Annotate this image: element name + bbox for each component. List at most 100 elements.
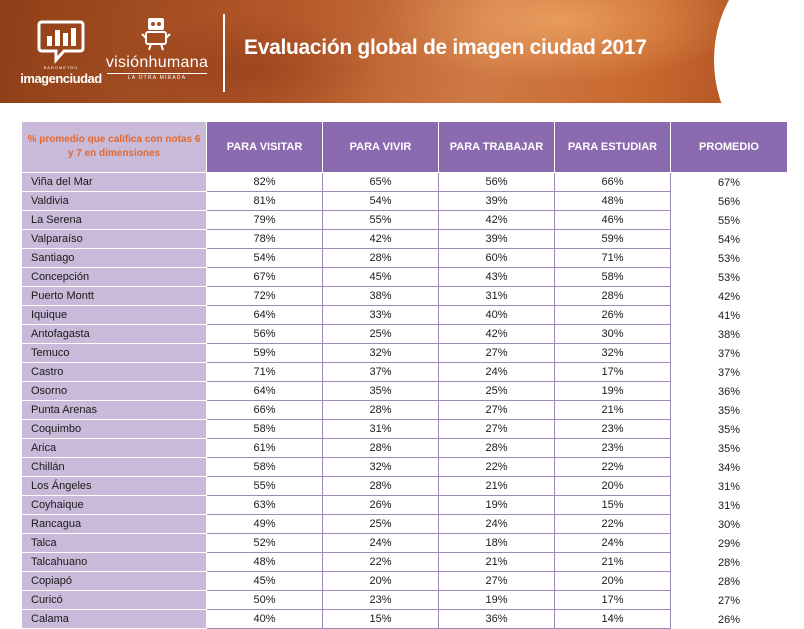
visitar-cell: 58%	[206, 457, 323, 477]
promedio-cell: 55%	[670, 210, 788, 230]
table-row: Viña del Mar 82% 65% 56% 66% 67%	[21, 172, 788, 192]
city-cell: Copiapó	[21, 571, 207, 591]
column-header-promedio: PROMEDIO	[670, 121, 788, 173]
visitar-cell: 58%	[206, 419, 323, 439]
vivir-cell: 35%	[322, 381, 439, 401]
logo-left-big-text: imagenciudad	[20, 71, 102, 86]
visitar-cell: 56%	[206, 324, 323, 344]
logo-right-big-text: visiónhumana	[105, 54, 209, 71]
visitar-cell: 48%	[206, 552, 323, 572]
city-cell: Los Ángeles	[21, 476, 207, 496]
trabajar-cell: 60%	[438, 248, 555, 268]
city-cell: Puerto Montt	[21, 286, 207, 306]
trabajar-cell: 56%	[438, 172, 555, 192]
promedio-cell: 36%	[670, 381, 788, 401]
estudiar-cell: 15%	[554, 495, 671, 515]
city-cell: Concepción	[21, 267, 207, 287]
trabajar-cell: 27%	[438, 419, 555, 439]
visitar-cell: 71%	[206, 362, 323, 382]
visitar-cell: 81%	[206, 191, 323, 211]
visitar-cell: 66%	[206, 400, 323, 420]
table-row: Talca 52% 24% 18% 24% 29%	[21, 533, 788, 553]
visitar-cell: 82%	[206, 172, 323, 192]
visitar-cell: 79%	[206, 210, 323, 230]
trabajar-cell: 24%	[438, 514, 555, 534]
table-row: Chillán 58% 32% 22% 22% 34%	[21, 457, 788, 477]
vivir-cell: 28%	[322, 248, 439, 268]
table-row: Iquique 64% 33% 40% 26% 41%	[21, 305, 788, 325]
promedio-cell: 53%	[670, 267, 788, 287]
visitar-cell: 40%	[206, 609, 323, 629]
table-row: Los Ángeles 55% 28% 21% 20% 31%	[21, 476, 788, 496]
visitar-cell: 59%	[206, 343, 323, 363]
estudiar-cell: 23%	[554, 419, 671, 439]
vivir-cell: 28%	[322, 438, 439, 458]
promedio-cell: 34%	[670, 457, 788, 477]
robot-logo-icon	[141, 18, 171, 51]
visitar-cell: 64%	[206, 305, 323, 325]
vivir-cell: 22%	[322, 552, 439, 572]
city-cell: Talca	[21, 533, 207, 553]
vivir-cell: 25%	[322, 324, 439, 344]
trabajar-cell: 28%	[438, 438, 555, 458]
trabajar-cell: 24%	[438, 362, 555, 382]
trabajar-cell: 31%	[438, 286, 555, 306]
city-cell: Talcahuano	[21, 552, 207, 572]
trabajar-cell: 25%	[438, 381, 555, 401]
promedio-cell: 35%	[670, 400, 788, 420]
vivir-cell: 15%	[322, 609, 439, 629]
column-header-vivir: PARA VIVIR	[322, 121, 439, 173]
estudiar-cell: 17%	[554, 590, 671, 610]
vivir-cell: 20%	[322, 571, 439, 591]
promedio-cell: 37%	[670, 362, 788, 382]
promedio-cell: 28%	[670, 552, 788, 572]
vivir-cell: 24%	[322, 533, 439, 553]
table-row: Castro 71% 37% 24% 17% 37%	[21, 362, 788, 382]
estudiar-cell: 21%	[554, 400, 671, 420]
trabajar-cell: 22%	[438, 457, 555, 477]
column-header-estudiar: PARA ESTUDIAR	[554, 121, 671, 173]
vivir-cell: 23%	[322, 590, 439, 610]
banner-curve	[714, 0, 804, 103]
promedio-cell: 28%	[670, 571, 788, 591]
vivir-cell: 37%	[322, 362, 439, 382]
city-cell: Curicó	[21, 590, 207, 610]
city-cell: Rancagua	[21, 514, 207, 534]
visitar-cell: 52%	[206, 533, 323, 553]
promedio-cell: 27%	[670, 590, 788, 610]
table-header-row: % promedio que califica con notas 6 y 7 …	[21, 121, 788, 173]
estudiar-cell: 21%	[554, 552, 671, 572]
promedio-cell: 31%	[670, 476, 788, 496]
trabajar-cell: 18%	[438, 533, 555, 553]
trabajar-cell: 27%	[438, 343, 555, 363]
column-header-visitar: PARA VISITAR	[206, 121, 323, 173]
table-row: Punta Arenas 66% 28% 27% 21% 35%	[21, 400, 788, 420]
table-body: Viña del Mar 82% 65% 56% 66% 67% Valdivia 81% 54…	[21, 172, 788, 629]
vivir-cell: 32%	[322, 457, 439, 477]
table-row: Valdivia 81% 54% 39% 48% 56%	[21, 191, 788, 211]
estudiar-cell: 22%	[554, 514, 671, 534]
vivir-cell: 25%	[322, 514, 439, 534]
page-title: Evaluación global de imagen ciudad 2017	[244, 36, 647, 59]
city-cell: Temuco	[21, 343, 207, 363]
estudiar-cell: 20%	[554, 476, 671, 496]
logo-imagenciudad: BAROMETRO imagenciudad	[16, 18, 106, 88]
estudiar-cell: 28%	[554, 286, 671, 306]
estudiar-cell: 19%	[554, 381, 671, 401]
vivir-cell: 28%	[322, 400, 439, 420]
promedio-cell: 35%	[670, 419, 788, 439]
promedio-cell: 53%	[670, 248, 788, 268]
table-row: Valparaíso 78% 42% 39% 59% 54%	[21, 229, 788, 249]
city-cell: Santiago	[21, 248, 207, 268]
table-row: Antofagasta 56% 25% 42% 30% 38%	[21, 324, 788, 344]
estudiar-cell: 20%	[554, 571, 671, 591]
visitar-cell: 54%	[206, 248, 323, 268]
header-divider	[223, 14, 225, 92]
logo-visionhumana: visiónhumana LA OTRA MIRADA	[103, 16, 211, 86]
trabajar-cell: 39%	[438, 229, 555, 249]
vivir-cell: 45%	[322, 267, 439, 287]
promedio-cell: 29%	[670, 533, 788, 553]
table-row: Rancagua 49% 25% 24% 22% 30%	[21, 514, 788, 534]
table-row: Arica 61% 28% 28% 23% 35%	[21, 438, 788, 458]
city-cell: Calama	[21, 609, 207, 629]
